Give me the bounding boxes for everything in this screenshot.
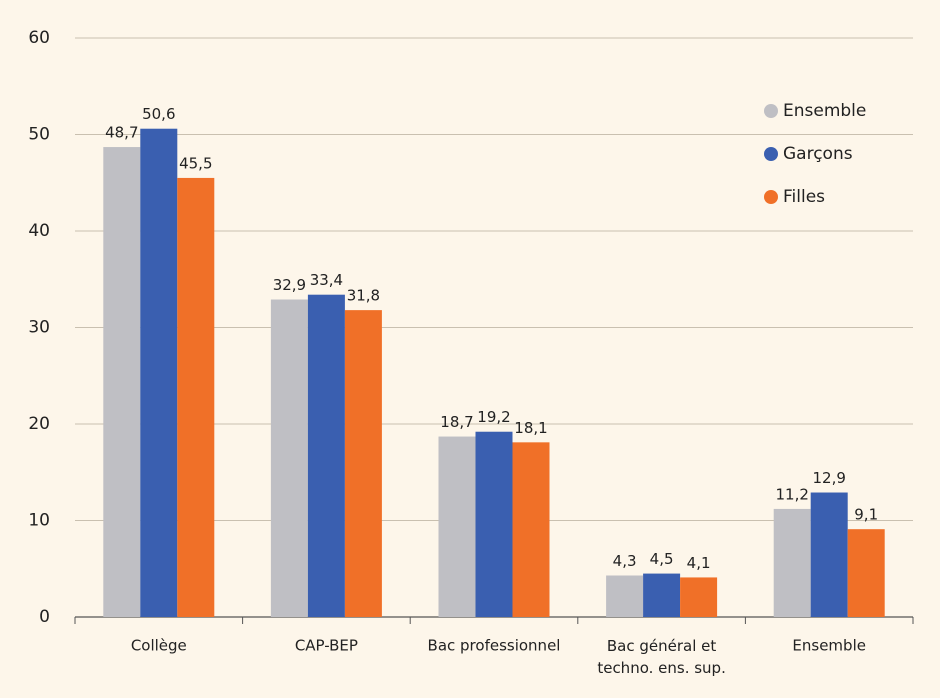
y-tick-label: 50 [28,125,50,145]
bar [344,310,382,617]
x-tick-label: Bac général et techno. ens. sup. [597,637,726,677]
legend-label: Garçons [783,144,853,164]
value-label: 19,2 [477,408,510,426]
legend-marker [764,147,778,161]
value-label: 9,1 [854,506,878,524]
y-tick-label: 10 [28,511,50,531]
bar [773,508,811,617]
value-label: 48,7 [105,124,138,142]
bar [512,442,550,617]
value-label: 31,8 [347,287,380,305]
legend-label: Ensemble [783,101,866,121]
bar [643,573,681,617]
bar [140,128,178,617]
y-tick-label: 60 [28,28,50,48]
bar [680,577,718,617]
value-label: 45,5 [179,154,212,172]
legend-marker [764,104,778,118]
bar [810,492,848,617]
bar [270,299,308,617]
y-tick-label: 20 [28,414,50,434]
bar [177,177,215,618]
bar [307,294,345,617]
bar [103,147,141,618]
value-label: 18,7 [440,413,473,431]
value-label: 18,1 [514,419,547,437]
value-label: 11,2 [775,485,808,503]
x-tick-label: CAP-BEP [295,637,358,655]
value-label: 33,4 [310,271,343,289]
x-tick-label: Ensemble [792,637,866,655]
x-tick-label: Bac professionnel [428,637,561,655]
value-label: 4,3 [613,552,637,570]
value-label: 32,9 [273,276,306,294]
legend-label: Filles [783,187,825,207]
x-tick-label: Collège [131,637,187,655]
bar [847,529,885,617]
bar [438,436,476,617]
value-label: 4,1 [687,554,711,572]
bar [606,575,644,617]
value-label: 4,5 [650,550,674,568]
value-label: 12,9 [812,469,845,487]
value-label: 50,6 [142,105,175,123]
y-tick-label: 40 [28,221,50,241]
bar [475,431,513,617]
y-tick-label: 0 [39,607,50,627]
legend-marker [764,190,778,204]
y-tick-label: 30 [28,318,50,338]
